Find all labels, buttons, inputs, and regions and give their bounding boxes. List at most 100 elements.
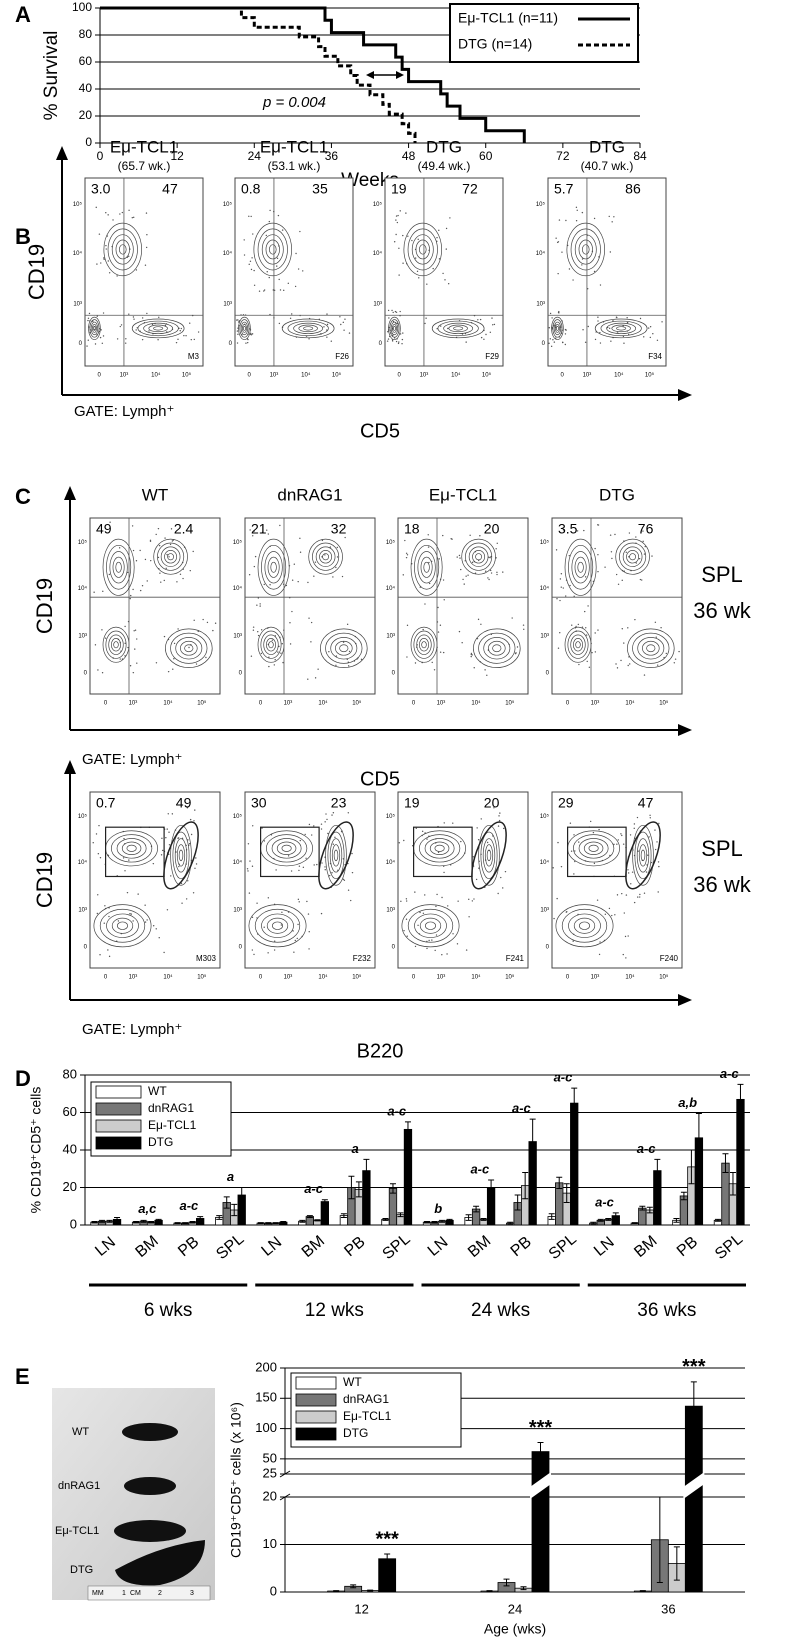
- event-dot: [476, 637, 479, 640]
- event-dot: [633, 827, 635, 830]
- event-dot: [326, 329, 328, 331]
- event-dot: [127, 571, 129, 574]
- contour: [488, 640, 506, 656]
- event-dot: [480, 623, 482, 626]
- error-bar: [520, 1586, 527, 1591]
- event-dot: [645, 871, 648, 873]
- event-dot: [252, 233, 254, 235]
- event-dot: [172, 668, 174, 670]
- photo-label: DTG: [70, 1564, 93, 1576]
- x-tick-label: PB: [674, 1233, 701, 1260]
- event-dot: [127, 646, 129, 649]
- contour: [482, 838, 496, 873]
- event-dot: [462, 578, 464, 581]
- event-dot: [158, 937, 160, 939]
- event-dot: [471, 900, 474, 902]
- x-tick-label: 36: [325, 149, 339, 163]
- event-dot: [165, 837, 167, 839]
- event-dot: [562, 341, 564, 344]
- event-dot: [107, 949, 109, 951]
- contour: [265, 239, 280, 260]
- event-dot: [552, 867, 554, 869]
- event-dot: [661, 321, 663, 323]
- legend-label: WT: [343, 1375, 362, 1389]
- event-dot: [155, 533, 157, 536]
- flow-x-tick-label: 10³: [284, 975, 293, 981]
- quadrant-value: 0.8: [241, 181, 261, 197]
- contour: [389, 319, 400, 338]
- event-dot: [247, 870, 249, 872]
- error-bar: [280, 1220, 287, 1224]
- event-dot: [177, 837, 180, 839]
- event-dot: [249, 529, 251, 531]
- flow-plot: [89, 517, 221, 695]
- event-dot: [189, 818, 192, 821]
- photo-label: WT: [72, 1426, 89, 1438]
- event-dot: [195, 663, 198, 665]
- contour: [425, 921, 436, 930]
- event-dot: [405, 212, 407, 214]
- contour: [115, 239, 130, 260]
- event-dot: [479, 318, 482, 321]
- event-dot: [263, 289, 266, 291]
- contour: [99, 908, 146, 943]
- event-dot: [584, 341, 587, 343]
- error-bar: [529, 1118, 536, 1165]
- event-dot: [435, 905, 437, 908]
- event-dot: [243, 239, 245, 241]
- contour: [556, 326, 559, 331]
- plot-title: Eμ-TCL1: [110, 137, 178, 156]
- flow-x-tick-label: 0: [259, 975, 263, 981]
- side-label: SPL: [701, 562, 743, 587]
- event-dot: [243, 254, 246, 256]
- event-dot: [253, 269, 255, 272]
- event-dot: [237, 333, 239, 336]
- flow-x-tick-label: 10⁴: [163, 974, 173, 981]
- contour: [424, 838, 455, 859]
- event-dot: [251, 333, 254, 335]
- error-bar: [382, 1217, 389, 1221]
- event-dot: [572, 940, 574, 942]
- flow-x-tick-label: 10⁴: [318, 974, 328, 981]
- event-dot: [569, 584, 571, 587]
- flow-x-tick-label: 10³: [129, 975, 138, 981]
- event-dot: [253, 284, 256, 286]
- legend-label: DTG (n=14): [458, 36, 532, 52]
- contour: [561, 908, 608, 943]
- contour: [416, 634, 432, 655]
- event-dot: [611, 221, 613, 223]
- event-dot: [99, 954, 101, 956]
- event-dot: [427, 546, 430, 548]
- event-dot: [633, 823, 636, 825]
- significance-label: a-c: [554, 1070, 574, 1085]
- event-dot: [467, 574, 469, 576]
- event-dot: [93, 591, 95, 593]
- event-dot: [189, 569, 191, 572]
- event-dot: [403, 929, 405, 932]
- event-dot: [347, 665, 350, 667]
- flow-x-tick-label: 0: [566, 701, 570, 707]
- event-dot: [665, 652, 667, 655]
- flow-plot: [384, 177, 504, 367]
- x-tick-label: SPL: [379, 1230, 413, 1263]
- event-dot: [132, 316, 135, 318]
- event-dot: [177, 628, 179, 630]
- gate: [625, 821, 661, 890]
- event-dot: [135, 269, 138, 271]
- flow-y-tick-label: 10³: [540, 633, 549, 639]
- x-tick-label: PB: [508, 1233, 535, 1260]
- contour: [178, 849, 184, 862]
- event-dot: [553, 917, 555, 920]
- event-dot: [335, 664, 337, 667]
- event-dot: [276, 265, 278, 267]
- contour: [115, 561, 122, 573]
- contour: [131, 318, 185, 339]
- contour: [265, 834, 308, 863]
- event-dot: [475, 878, 478, 881]
- event-dot: [615, 316, 618, 318]
- legend-label: Eμ-TCL1: [148, 1118, 197, 1132]
- contour: [253, 222, 292, 277]
- gate-label: GATE: Lymph⁺: [82, 751, 182, 768]
- event-dot: [175, 851, 177, 853]
- event-dot: [342, 641, 345, 643]
